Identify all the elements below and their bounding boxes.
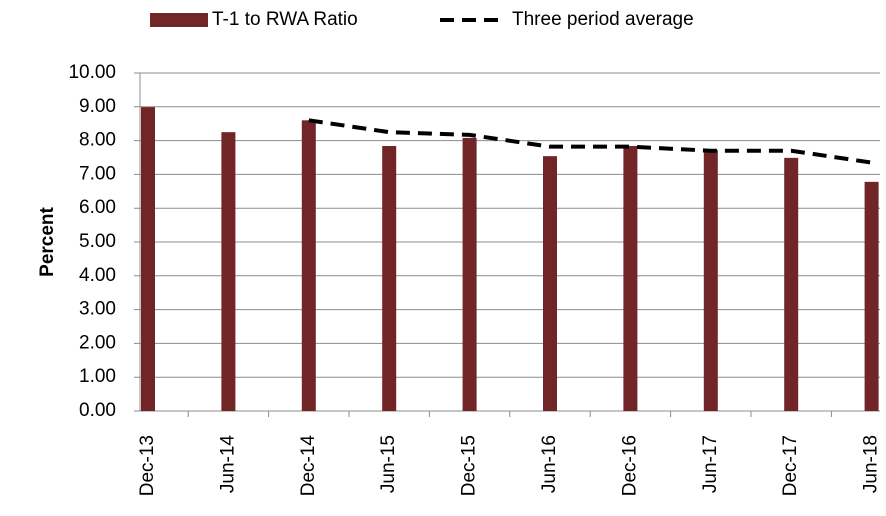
x-tick-label: Jun-18 xyxy=(861,435,882,493)
bar xyxy=(784,157,799,411)
y-tick-label: 1.00 xyxy=(79,366,116,387)
y-tick-label: 4.00 xyxy=(79,265,116,286)
x-tick-label: Dec-14 xyxy=(298,435,319,497)
bar xyxy=(301,120,316,411)
y-tick-label: 9.00 xyxy=(79,96,116,117)
legend-swatch xyxy=(150,13,208,27)
x-tick-label: Jun-17 xyxy=(700,435,721,493)
x-tick-label: Jun-15 xyxy=(378,435,399,493)
y-tick-label: 0.00 xyxy=(79,400,116,421)
legend-label: Three period average xyxy=(512,9,694,30)
x-tick-label: Jun-14 xyxy=(217,435,238,494)
legend-label: T-1 to RWA Ratio xyxy=(212,9,358,30)
bar xyxy=(543,156,557,411)
y-tick-label: 2.00 xyxy=(79,332,116,353)
bar xyxy=(221,132,236,411)
average-line xyxy=(308,118,872,165)
bar xyxy=(462,137,477,411)
y-tick-label: 10.00 xyxy=(68,62,116,83)
x-tick-label: Dec-17 xyxy=(780,435,801,496)
x-tick-label: Jun-16 xyxy=(539,435,560,493)
x-tick-label: Dec-15 xyxy=(459,435,480,496)
bar xyxy=(141,107,155,411)
y-tick-label: 7.00 xyxy=(79,163,116,184)
x-tick-label: Dec-13 xyxy=(137,435,158,496)
x-tick-label: Dec-16 xyxy=(619,435,640,496)
y-tick-label: 5.00 xyxy=(79,231,116,252)
bar xyxy=(703,150,718,411)
y-axis-label: Percent xyxy=(37,206,58,276)
y-tick-label: 6.00 xyxy=(79,197,116,218)
bar xyxy=(623,146,638,411)
y-tick-label: 3.00 xyxy=(79,299,116,320)
bar xyxy=(864,181,879,411)
bar xyxy=(382,146,397,411)
y-tick-label: 8.00 xyxy=(79,130,116,151)
